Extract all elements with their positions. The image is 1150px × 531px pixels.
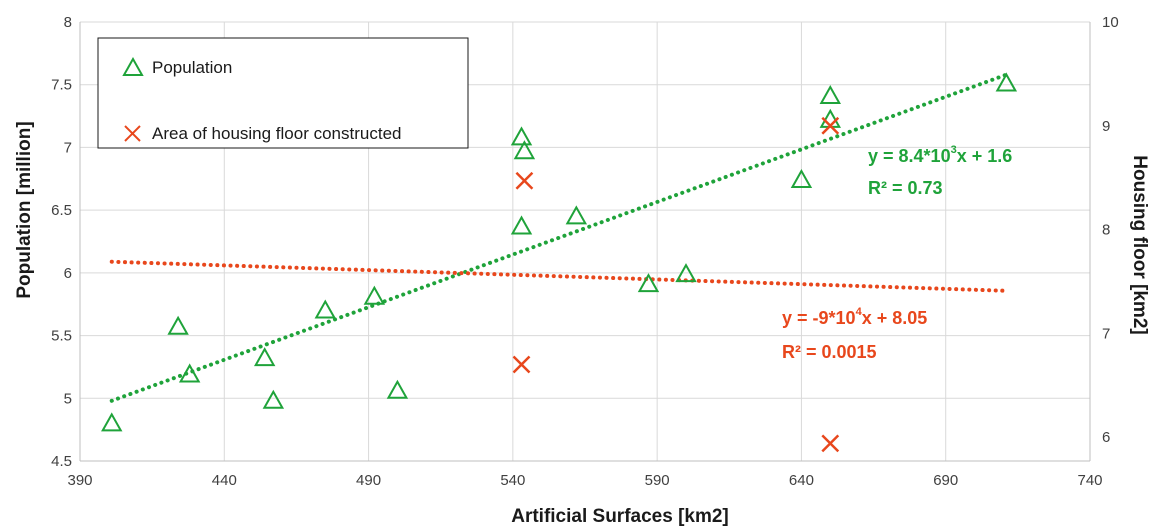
population-point <box>253 347 276 367</box>
housing-trendline <box>109 259 1009 293</box>
x-tick-label: 590 <box>645 472 670 489</box>
y-tick-label: 7.5 <box>51 77 72 94</box>
x-tick-label: 690 <box>933 472 958 489</box>
housing-equation: y = -9*104x + 8.05 R² = 0.0015 <box>782 306 927 362</box>
legend-label-population: Population <box>152 58 232 77</box>
population-equation-post: x + 1.6 <box>957 146 1013 166</box>
population-point <box>363 285 386 305</box>
legend-label-housing: Area of housing floor constructed <box>152 124 401 143</box>
population-equation-pre: y = 8.4*10 <box>868 146 951 166</box>
y-tick-label: 5.5 <box>51 328 72 345</box>
x-tick-label: 640 <box>789 472 814 489</box>
population-point <box>819 84 841 105</box>
x-axis-ticks: 390 440 490 540 590 640 690 740 <box>67 472 1102 489</box>
trendlines <box>109 72 1009 403</box>
legend-cross-icon <box>124 125 141 142</box>
legend-entry-population: Population <box>122 56 232 77</box>
population-point <box>101 412 123 432</box>
x-axis-title: Artificial Surfaces [km2] <box>511 506 729 527</box>
y2-tick-label: 9 <box>1102 118 1110 135</box>
x-tick-label: 540 <box>500 472 525 489</box>
housing-point <box>515 171 534 190</box>
population-trendline <box>109 72 1009 403</box>
population-point <box>510 215 533 235</box>
y2-axis-title: Housing floor [km2] <box>1129 155 1150 334</box>
y-axis-title: Population [million] <box>14 121 35 298</box>
y-tick-label: 8 <box>64 14 72 31</box>
y2-tick-label: 6 <box>1102 429 1110 446</box>
housing-point <box>512 355 531 374</box>
data-points <box>101 72 1018 453</box>
y-axis-ticks: 4.5 5 5.5 6 6.5 7 7.5 8 <box>51 14 72 470</box>
y-tick-label: 6.5 <box>51 202 72 219</box>
y2-tick-label: 10 <box>1102 14 1119 31</box>
population-point <box>314 299 336 319</box>
legend-triangle-icon <box>122 56 144 76</box>
housing-equation-post: x + 8.05 <box>862 308 928 328</box>
y2-axis-ticks: 6 7 8 9 10 <box>1102 14 1119 446</box>
population-point <box>995 72 1018 92</box>
housing-equation-exponent: 4 <box>856 306 863 318</box>
housing-equation-line: y = -9*104x + 8.05 <box>782 306 927 328</box>
population-equation-line: y = 8.4*103x + 1.6 <box>868 144 1012 166</box>
housing-point <box>821 116 840 135</box>
y2-tick-label: 8 <box>1102 222 1110 239</box>
x-tick-label: 390 <box>67 472 92 489</box>
population-equation: y = 8.4*103x + 1.6 R² = 0.73 <box>868 144 1012 198</box>
population-point <box>565 205 588 225</box>
plot-frame <box>79 22 1091 462</box>
x-tick-label: 440 <box>212 472 237 489</box>
population-point <box>510 126 533 146</box>
y-tick-label: 4.5 <box>51 453 72 470</box>
y-tick-label: 6 <box>64 265 72 282</box>
housing-r2: R² = 0.0015 <box>782 342 877 362</box>
population-point <box>386 379 409 399</box>
population-point <box>637 273 660 293</box>
population-point <box>262 389 285 409</box>
population-point <box>790 169 813 189</box>
population-r2: R² = 0.73 <box>868 178 943 198</box>
population-point <box>513 140 536 160</box>
housing-equation-pre: y = -9*10 <box>782 308 856 328</box>
legend: Population Area of housing floor constru… <box>97 37 469 149</box>
population-equation-exponent: 3 <box>951 144 957 156</box>
x-tick-label: 490 <box>356 472 381 489</box>
legend-entry-housing: Area of housing floor constructed <box>124 124 401 143</box>
population-point <box>178 363 201 383</box>
housing-point <box>821 434 840 453</box>
y-tick-label: 7 <box>64 139 72 156</box>
population-point <box>675 263 697 283</box>
y-tick-label: 5 <box>64 390 72 407</box>
x-tick-label: 740 <box>1077 472 1102 489</box>
legend-box <box>97 37 469 149</box>
y2-tick-label: 7 <box>1102 325 1110 342</box>
population-point <box>167 315 189 335</box>
